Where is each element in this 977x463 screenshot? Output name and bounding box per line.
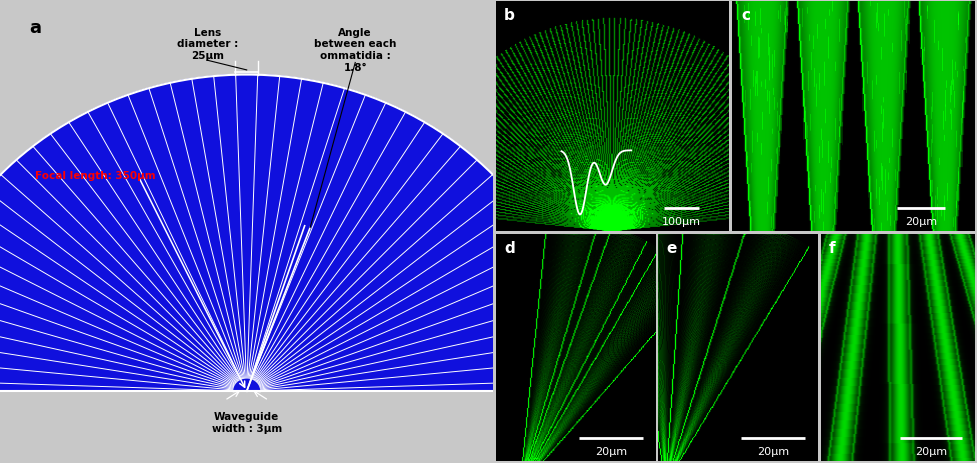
Text: Waveguide
width : 3μm: Waveguide width : 3μm <box>212 412 281 434</box>
Text: 20μm: 20μm <box>915 447 947 457</box>
Text: e: e <box>666 241 677 256</box>
Text: f: f <box>828 241 835 256</box>
Text: Angle
between each
ommatidia :
1.8°: Angle between each ommatidia : 1.8° <box>314 28 397 73</box>
Text: 20μm: 20μm <box>905 217 937 227</box>
Polygon shape <box>0 75 584 391</box>
Text: Lens
diameter :
25μm: Lens diameter : 25μm <box>177 28 237 61</box>
Text: a: a <box>29 19 42 37</box>
Text: c: c <box>742 8 750 23</box>
Text: d: d <box>504 241 515 256</box>
Text: b: b <box>503 8 514 23</box>
Text: 20μm: 20μm <box>757 447 789 457</box>
Text: Focal length: 350μm: Focal length: 350μm <box>34 171 155 181</box>
Text: 100μm: 100μm <box>661 217 701 227</box>
Text: 20μm: 20μm <box>595 447 627 457</box>
Bar <box>24 60 469 407</box>
